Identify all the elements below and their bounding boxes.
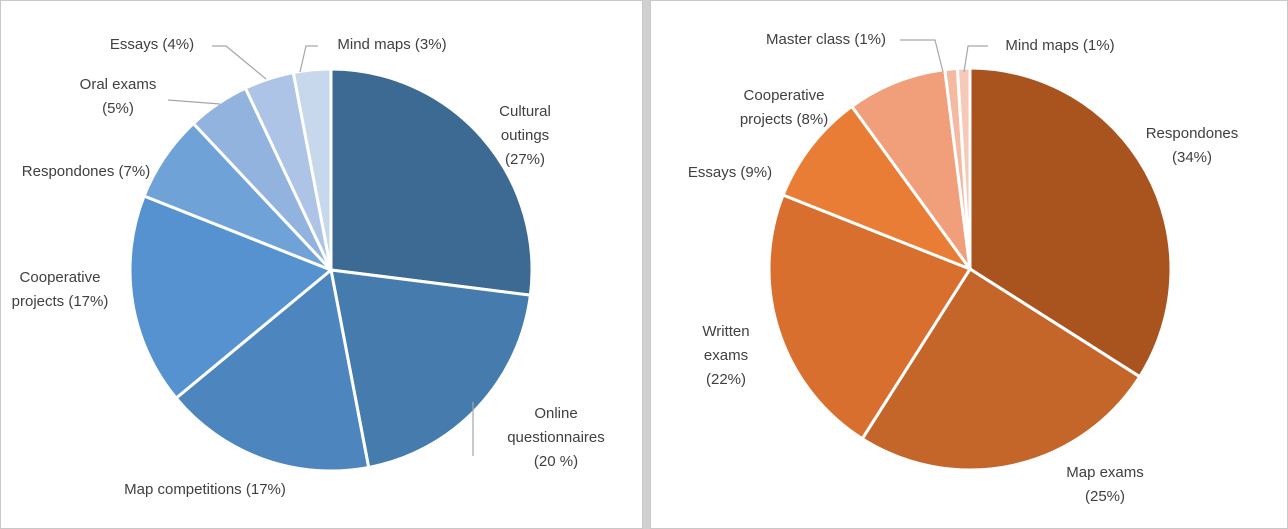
category-label: Essays [687, 164, 737, 181]
category-label: Cooperative projects [11, 269, 101, 310]
value-label: (25%) [1084, 488, 1125, 505]
category-label: Oral exams [79, 76, 157, 93]
leader-line [900, 39, 944, 73]
category-label: Online questionnaires [507, 405, 605, 446]
value-label: (20 %) [533, 453, 579, 470]
pie-slice [781, 104, 975, 273]
value-label: (17%) [245, 481, 286, 498]
value-label: (8%) [796, 111, 829, 128]
category-label: Mind maps [337, 36, 411, 53]
pie-slice [174, 267, 371, 473]
value-label: (4%) [162, 36, 195, 53]
category-label: Mind maps [1005, 37, 1079, 54]
value-label: (1%) [1082, 37, 1115, 54]
value-label: (5%) [102, 100, 134, 117]
pie-slice [329, 67, 534, 297]
category-label: Map exams [1066, 464, 1144, 481]
slice-label: Online questionnaires (20 %) [501, 402, 611, 474]
leader-line [299, 45, 318, 73]
category-label: Essays [109, 36, 159, 53]
slice-label: Respondones (7%) [21, 160, 151, 184]
leader-line [212, 45, 267, 80]
category-label: Cooperative projects [739, 87, 825, 128]
category-label: Cultural outings [499, 103, 551, 144]
value-label: (9%) [740, 164, 773, 181]
pie-slice [291, 67, 333, 271]
value-label: (1%) [854, 31, 887, 48]
value-label: (22%) [705, 371, 746, 388]
slice-label: Map exams (25%) [1045, 461, 1165, 509]
category-label: Respondones [21, 163, 115, 180]
slice-label: Cultural outings (27%) [485, 100, 565, 172]
pie-slice [955, 66, 972, 270]
slice-label: Cooperative projects (8%) [719, 84, 849, 132]
leader-line [167, 99, 221, 105]
category-label: Written exams [702, 323, 750, 364]
slice-label: Essays (9%) [670, 161, 790, 185]
slice-label: Cooperative projects (17%) [10, 266, 110, 314]
pie-slice [767, 193, 973, 441]
value-label: (7%) [118, 163, 151, 180]
category-label: Master class [765, 31, 851, 48]
slice-label: Master class (1%) [756, 28, 896, 52]
slice-label: Respondones (34%) [1132, 122, 1252, 170]
value-label: (17%) [68, 293, 109, 310]
slice-label: Mind maps (1%) [985, 34, 1135, 58]
slice-label: Oral exams (5%) [73, 73, 163, 121]
pie-slice [329, 268, 533, 470]
slice-label: Mind maps (3%) [317, 33, 467, 57]
pie-slice [128, 194, 334, 401]
slice-label: Essays (4%) [82, 33, 222, 57]
category-label: Map competitions [124, 481, 242, 498]
slice-label: Map competitions (17%) [115, 478, 295, 502]
value-label: (27%) [504, 151, 545, 168]
pie-slice [860, 266, 1142, 472]
leader-line [963, 45, 988, 73]
value-label: (3%) [414, 36, 447, 53]
slice-label: Written exams (22%) [686, 320, 766, 392]
category-label: Respondones [1145, 125, 1239, 142]
value-label: (34%) [1171, 149, 1212, 166]
leader-lines [167, 39, 988, 456]
